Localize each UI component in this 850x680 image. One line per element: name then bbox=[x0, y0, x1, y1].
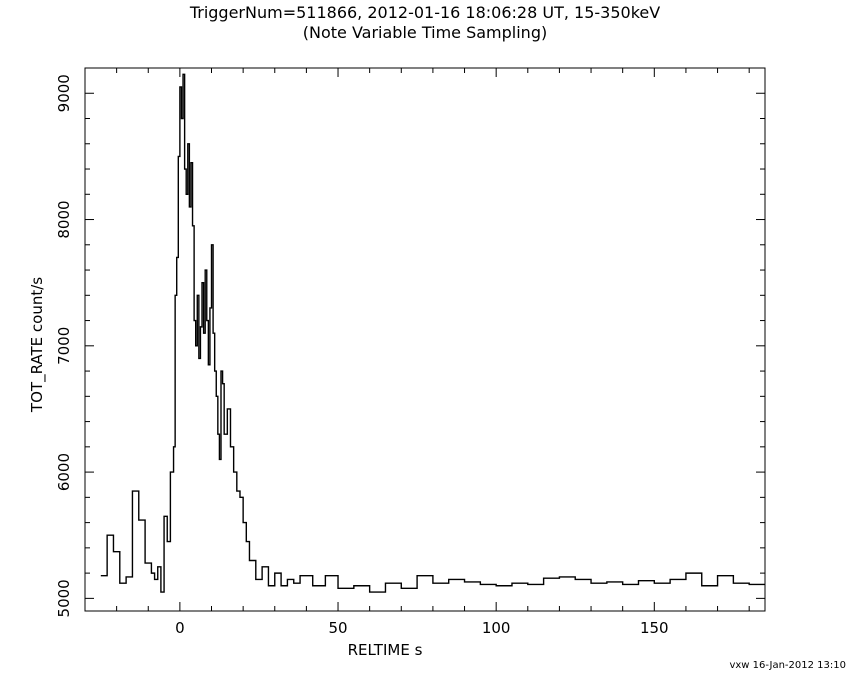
y-tick-label: 5000 bbox=[55, 579, 73, 617]
chart-title: TriggerNum=511866, 2012-01-16 18:06:28 U… bbox=[189, 3, 661, 22]
x-tick-label: 0 bbox=[175, 619, 185, 637]
y-tick-label: 8000 bbox=[55, 200, 73, 238]
plot-frame bbox=[84, 67, 766, 612]
x-tick-label: 50 bbox=[328, 619, 347, 637]
chart-subtitle: (Note Variable Time Sampling) bbox=[302, 23, 548, 42]
footer-stamp: vxw 16-Jan-2012 13:10 bbox=[729, 660, 846, 671]
y-tick-label: 9000 bbox=[55, 74, 73, 112]
x-tick-label: 100 bbox=[482, 619, 511, 637]
y-axis-label: TOT_RATE count/s bbox=[28, 277, 47, 413]
y-tick-label: 7000 bbox=[55, 327, 73, 365]
y-tick-label: 6000 bbox=[55, 453, 73, 491]
x-axis-label: RELTIME s bbox=[348, 641, 423, 659]
x-tick-label: 150 bbox=[640, 619, 669, 637]
series-line-0 bbox=[100, 73, 765, 593]
